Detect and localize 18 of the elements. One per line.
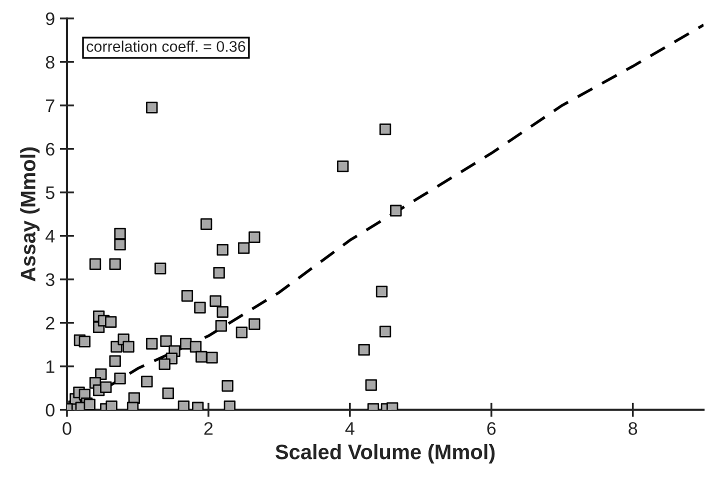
y-tick-label: 3 [46,273,54,286]
annotation: correlation coeff. = 0.36 [86,40,246,52]
x-tick-label: 2 [204,422,213,435]
x-tick-label: 0 [62,422,72,435]
y-tick-label: 2 [46,316,54,330]
y-tick-label: 4 [46,230,55,242]
y-axis-title: Assay (Mmol) [20,147,40,282]
y-tick-label: 1 [46,360,54,373]
y-tick-label: 0 [46,404,54,417]
y-tick-label: 7 [46,100,54,112]
y-tick-label: 9 [46,12,54,26]
y-tick-label: 8 [46,56,54,69]
x-axis-title: Scaled Volume (Mmol) [276,444,495,464]
x-tick-label: 4 [345,422,354,435]
y-tick-label: 5 [46,186,54,200]
x-tick-label: 6 [487,422,496,435]
y-tick-label: 6 [46,142,54,156]
x-tick-label: 8 [628,422,638,435]
